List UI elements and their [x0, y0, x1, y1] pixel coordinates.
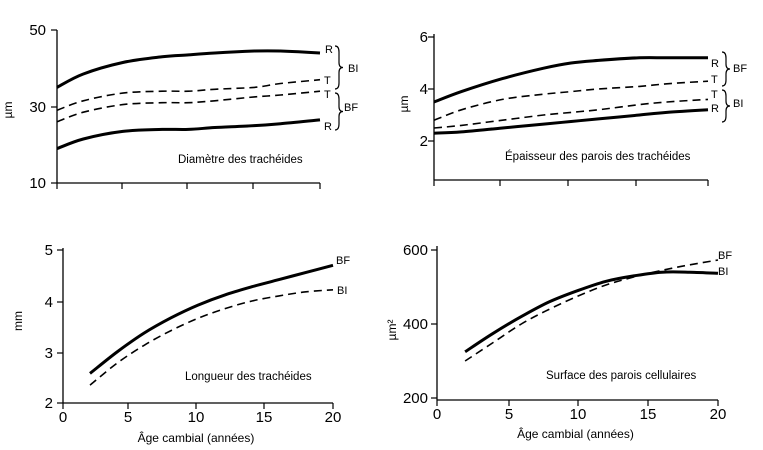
series-label: BI	[718, 266, 728, 278]
panel-caption: Épaisseur des parois des trachéides	[505, 150, 691, 163]
series-line-1	[464, 270, 719, 354]
y-tick-label: 2	[45, 395, 53, 412]
series-line-2	[89, 289, 334, 386]
series-line-1	[433, 56, 708, 104]
series-line-3	[433, 98, 709, 129]
series-label: T	[711, 89, 718, 101]
y-tick-label: 6	[420, 29, 428, 46]
series-label: T	[324, 75, 331, 87]
y-axis-unit: µm	[397, 96, 411, 113]
y-tick-label: 4	[420, 81, 428, 98]
x-axis-title: Âge cambial (années)	[138, 430, 255, 445]
x-tick-label: 0	[433, 406, 441, 423]
x-tick-label: 0	[59, 409, 67, 426]
group-brace	[721, 51, 731, 87]
chart-panel-2: 6 4 2 µm Épaisseur des parois des trachéides…	[397, 29, 747, 186]
x-tick-label: 10	[570, 406, 587, 423]
series-label: BF	[336, 255, 350, 267]
y-tick-label: 50	[29, 22, 46, 39]
group-label: BF	[733, 63, 747, 75]
series-label: BF	[718, 250, 732, 262]
group-brace	[334, 45, 344, 90]
series-label: R	[324, 121, 332, 133]
panel-caption: Longueur des trachéides	[185, 371, 312, 383]
series-line-3	[56, 90, 321, 123]
series-label: R	[711, 58, 719, 70]
y-axis-unit: µm	[1, 102, 15, 119]
series-line-4	[433, 108, 709, 135]
x-axis-title: Âge cambial (années)	[517, 426, 634, 441]
y-tick-label: 30	[29, 99, 46, 116]
x-tick-label: 20	[325, 409, 342, 426]
x-tick-label: 5	[124, 409, 132, 426]
y-tick-label: 4	[45, 294, 53, 311]
series-label: R	[711, 103, 719, 115]
panel-caption: Diamètre des trachéides	[178, 154, 303, 166]
series-label: T	[324, 89, 331, 101]
y-tick-label: 2	[420, 133, 428, 150]
chart-panel-4: 0 5 10 15 20 600 400 200 µm² Surface des parois c…	[385, 242, 732, 441]
group-brace	[334, 92, 344, 131]
series-line-4	[56, 118, 321, 151]
panel-caption: Surface des parois cellulaires	[546, 370, 696, 382]
group-label: BI	[733, 98, 743, 110]
group-label: BF	[344, 102, 358, 114]
x-tick-label: 20	[710, 406, 727, 423]
y-tick-label: 10	[29, 175, 46, 192]
y-tick-label: 400	[403, 316, 428, 333]
group-label: BI	[348, 63, 358, 75]
series-line-2	[464, 259, 719, 362]
chart-panel-3: 0 5 10 15 20 5 4 3 2 mm Longueur des trachéides BF B…	[11, 242, 350, 445]
y-tick-label: 200	[403, 390, 428, 407]
series-line-1	[89, 263, 334, 375]
series-line-2	[433, 80, 709, 121]
series-line-1	[56, 49, 321, 89]
chart-panel-1: 50 30 10 µm Diamètre des trachéides R TT R BI BF	[1, 22, 358, 192]
y-axis-unit: µm²	[385, 320, 399, 341]
group-brace	[721, 89, 731, 123]
series-label: T	[711, 74, 718, 86]
y-tick-label: 3	[45, 345, 53, 362]
y-tick-label: 5	[45, 242, 53, 259]
series-line-2	[56, 78, 321, 112]
series-label: R	[325, 44, 333, 56]
y-tick-label: 600	[403, 242, 428, 259]
x-tick-label: 5	[505, 406, 513, 423]
x-tick-label: 15	[256, 409, 273, 426]
x-tick-label: 10	[188, 409, 205, 426]
y-axis-unit: mm	[11, 311, 25, 331]
x-tick-label: 15	[640, 406, 657, 423]
series-label: BI	[337, 285, 347, 297]
